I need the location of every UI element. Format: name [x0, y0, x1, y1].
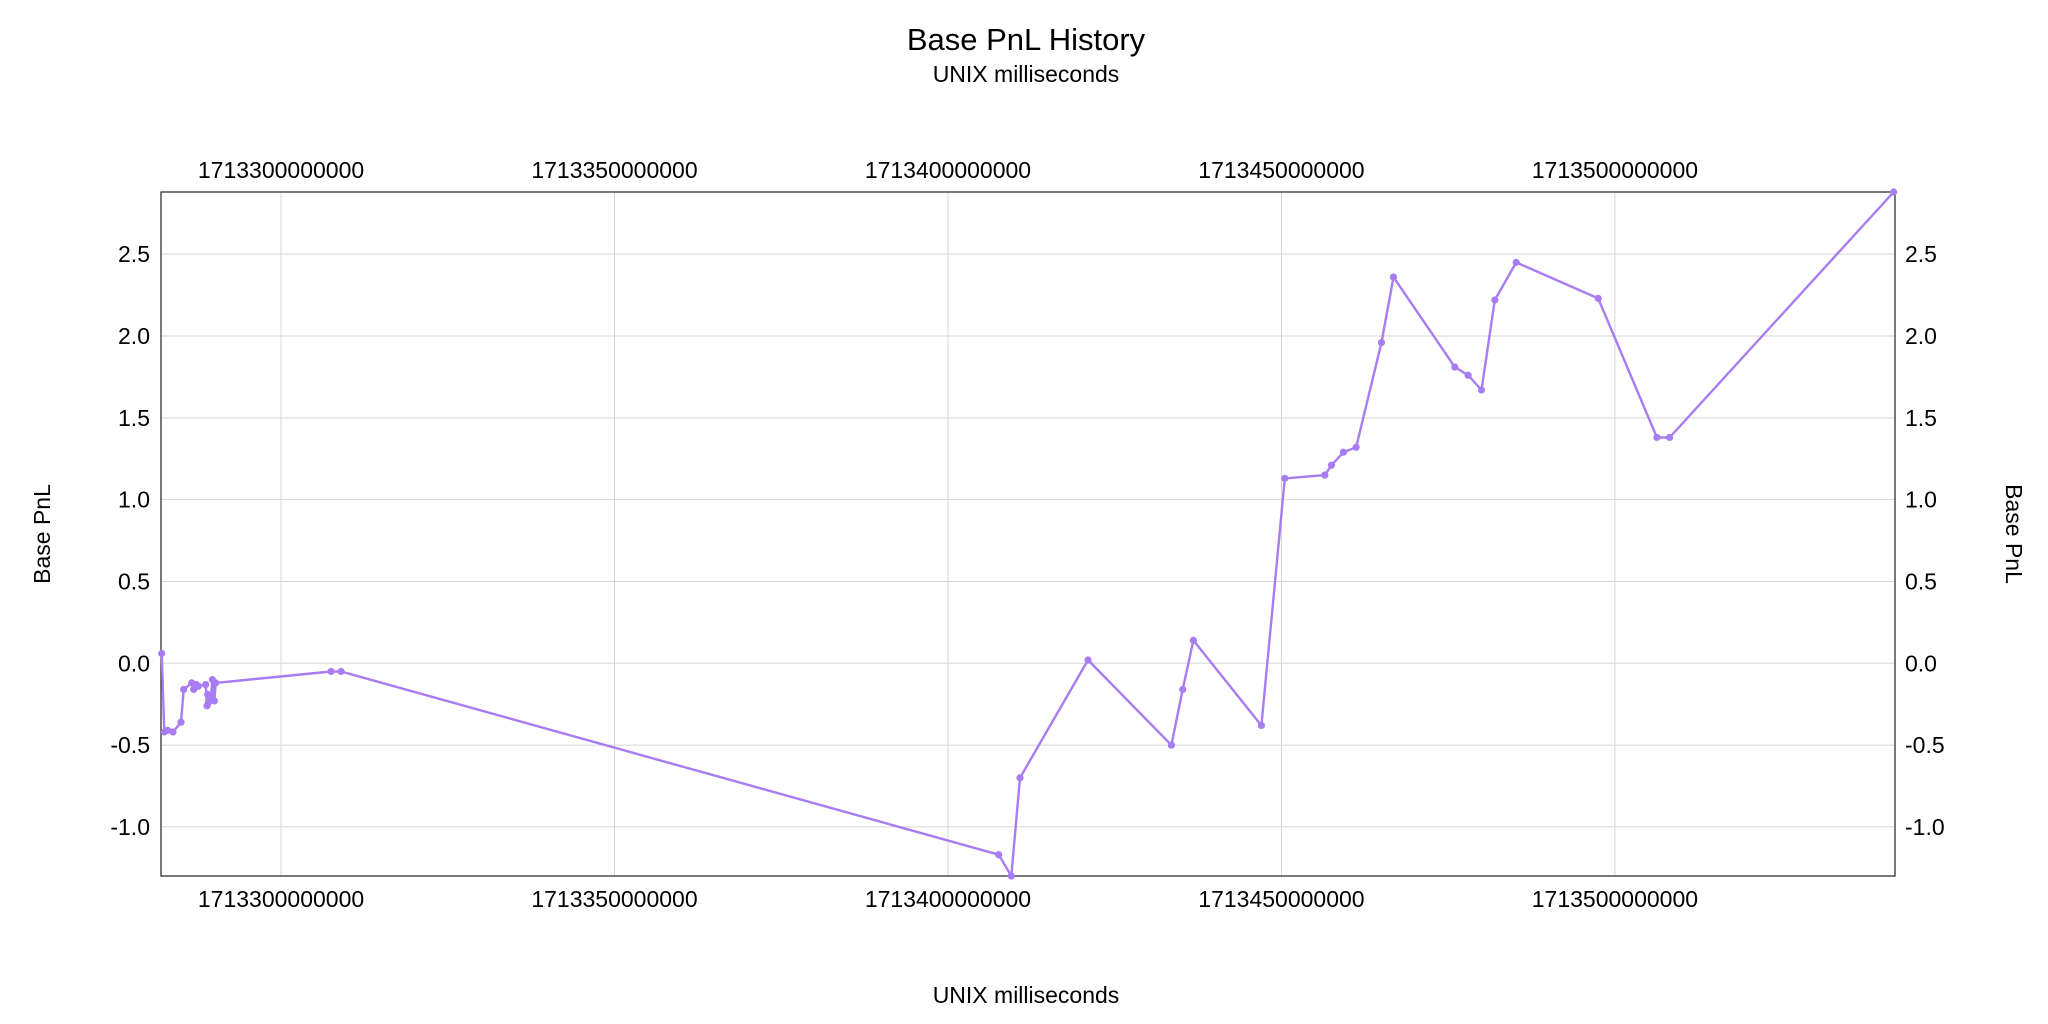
data-point: [995, 851, 1003, 859]
data-point: [1016, 774, 1024, 782]
data-point: [1491, 296, 1499, 304]
data-point: [327, 667, 335, 676]
data-point: [177, 718, 185, 726]
y-axis-label-left: Base PnL: [29, 484, 55, 584]
x-tick-label-bottom: 1713350000000: [531, 886, 697, 912]
data-point: [1890, 188, 1898, 196]
x-tick-label-top: 1713400000000: [865, 157, 1031, 183]
x-tick-label-top: 1713450000000: [1198, 157, 1364, 183]
y-tick-label-left: -1.0: [110, 814, 150, 840]
data-point: [212, 679, 220, 687]
series-line-path: [160, 191, 1895, 878]
data-point: [194, 682, 202, 690]
data-point: [1321, 471, 1329, 479]
tick-labels: 1713300000000 1713300000000 1713350000000 1…: [110, 157, 1944, 912]
y-tick-label-right: 1.5: [1905, 405, 1937, 431]
y-axis-label-right: Base PnL: [2001, 484, 2027, 584]
data-point: [210, 697, 218, 705]
grid: [161, 192, 1895, 876]
data-point: [1179, 685, 1187, 694]
data-point: [1352, 443, 1360, 451]
y-tick-label-left: 1.5: [118, 405, 150, 431]
data-point: [337, 667, 345, 676]
data-point: [1464, 371, 1472, 379]
y-tick-label-right: 0.5: [1905, 568, 1937, 594]
plot-frame: [160, 191, 1896, 877]
data-point: [1327, 461, 1336, 469]
data-point: [1007, 872, 1015, 880]
y-tick-label-left: 0.5: [118, 568, 150, 594]
data-point: [1477, 386, 1486, 394]
x-tick-label-bottom: 1713300000000: [198, 886, 364, 912]
y-tick-label-right: 2.0: [1905, 323, 1937, 349]
y-tick-label-left: 2.0: [118, 323, 150, 349]
y-tick-label-right: 2.5: [1905, 241, 1937, 267]
data-point: [1339, 448, 1348, 456]
data-point: [1512, 258, 1520, 266]
y-tick-label-right: 1.0: [1905, 487, 1937, 513]
data-point: [1377, 338, 1386, 347]
y-tick-label-left: 1.0: [118, 487, 150, 513]
data-point: [1665, 433, 1674, 442]
data-point: [169, 728, 177, 736]
data-point: [1389, 273, 1398, 281]
y-tick-label-left: 2.5: [118, 241, 150, 267]
y-tick-label-right: 0.0: [1905, 650, 1937, 676]
data-point: [1653, 433, 1661, 442]
chart-title: Base PnL History: [907, 22, 1146, 57]
x-tick-label-bottom: 1713450000000: [1198, 886, 1364, 912]
data-point: [158, 649, 166, 658]
x-tick-label-top: 1713300000000: [198, 157, 364, 183]
data-point: [1084, 656, 1092, 664]
data-point: [1594, 294, 1602, 302]
chart-subtitle: UNIX milliseconds: [933, 61, 1120, 87]
x-tick-label-top: 1713500000000: [1532, 157, 1698, 183]
data-point: [1167, 741, 1175, 749]
data-point: [1189, 636, 1197, 644]
y-tick-label-left: 0.0: [118, 650, 150, 676]
data-point: [1257, 721, 1266, 730]
y-tick-label-right: -1.0: [1905, 814, 1945, 840]
x-tick-label-top: 1713350000000: [531, 157, 697, 183]
x-axis-label: UNIX milliseconds: [933, 982, 1120, 1008]
data-point: [1281, 474, 1289, 482]
y-tick-label-left: -0.5: [110, 732, 150, 758]
y-tick-label-right: -0.5: [1905, 732, 1945, 758]
data-point: [1451, 363, 1459, 371]
series-line: [158, 188, 1898, 880]
data-point: [180, 685, 188, 694]
x-tick-label-bottom: 1713500000000: [1532, 886, 1698, 912]
data-point: [202, 680, 210, 689]
x-tick-label-bottom: 1713400000000: [865, 886, 1031, 912]
